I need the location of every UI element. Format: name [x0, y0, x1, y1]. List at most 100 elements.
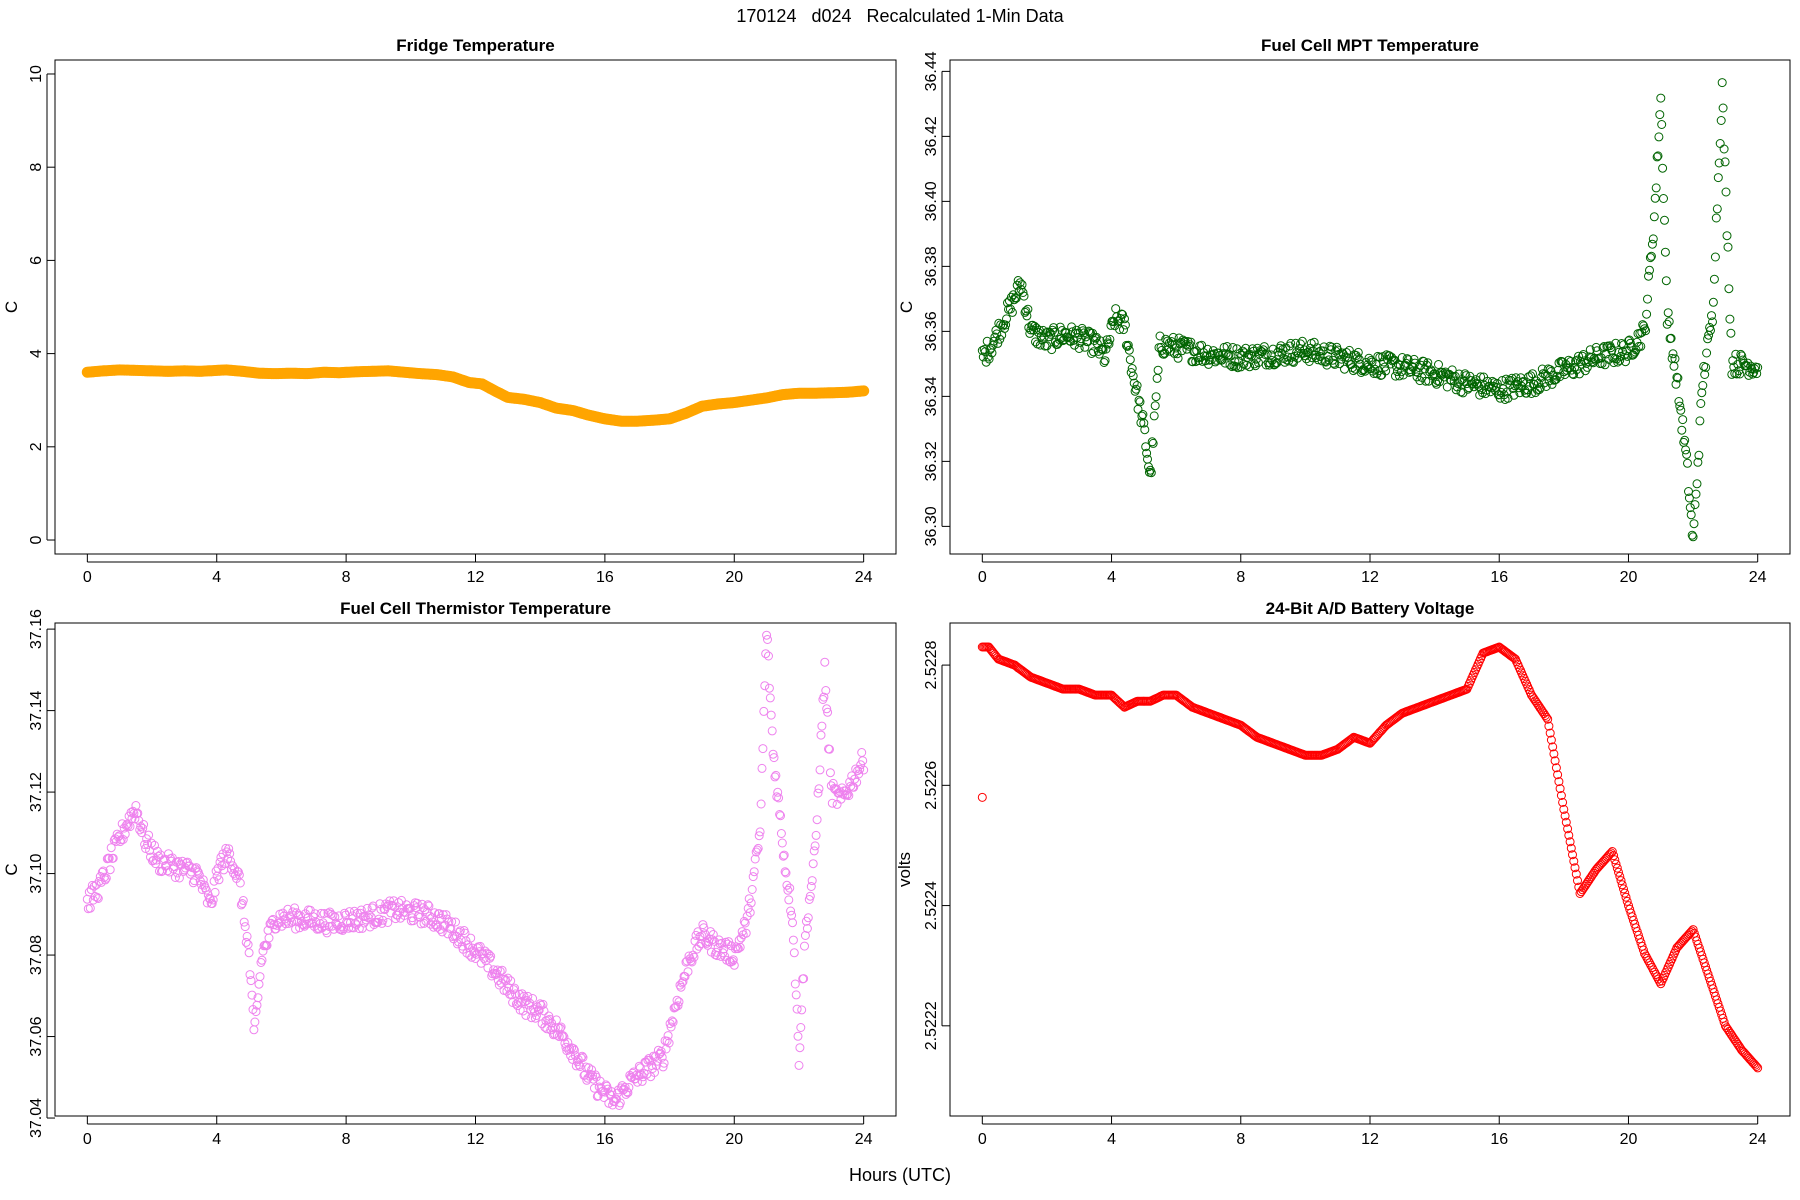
data-point: [174, 873, 184, 883]
y-tick-label: 2.5228: [923, 641, 940, 690]
data-point: [815, 765, 825, 775]
x-tick-label: 16: [1490, 569, 1508, 586]
data-point: [1553, 770, 1563, 780]
data-point: [1541, 382, 1551, 391]
data-point: [1615, 871, 1625, 881]
data-point: [1612, 863, 1622, 873]
data-point: [1118, 310, 1127, 319]
data-point: [746, 898, 756, 908]
data-point: [1550, 756, 1560, 766]
data-point: [1716, 116, 1726, 125]
data-point: [1617, 880, 1627, 890]
data-point: [1105, 334, 1115, 344]
data-point: [1648, 965, 1658, 975]
data-point: [574, 1060, 584, 1070]
data-point: [671, 1002, 681, 1012]
y-tick-label: 37.04: [28, 1098, 45, 1138]
data-point: [254, 979, 264, 989]
data-point: [1545, 728, 1555, 738]
data-point: [1032, 323, 1041, 333]
data-point: [819, 692, 829, 702]
data-point: [1694, 450, 1704, 460]
data-point: [201, 885, 211, 895]
data-point: [1099, 358, 1109, 367]
y-tick-label: 37.16: [28, 609, 45, 649]
data-point: [427, 913, 437, 923]
data-point: [451, 917, 460, 927]
data-point: [1070, 340, 1079, 350]
data-point: [1676, 405, 1686, 415]
y-tick-label: 36.32: [923, 441, 940, 481]
data-point: [1235, 348, 1245, 358]
data-point: [771, 770, 781, 780]
data-point: [1246, 350, 1256, 359]
data-point: [1731, 349, 1741, 359]
data-point: [1218, 349, 1228, 359]
data-point: [1651, 970, 1661, 979]
data-point: [776, 829, 786, 838]
data-point: [1116, 314, 1126, 323]
data-point: [354, 924, 364, 934]
data-point: [1139, 418, 1149, 428]
data-point: [1143, 454, 1152, 464]
figure-title: 170124 d024 Recalculated 1-Min Data: [736, 6, 1064, 26]
data-point: [1675, 401, 1685, 411]
data-point: [1650, 967, 1660, 977]
y-tick-label: 37.06: [28, 1016, 45, 1056]
data-point: [743, 903, 753, 913]
data-point: [138, 824, 148, 833]
data-point: [556, 1022, 566, 1032]
data-point: [147, 838, 156, 848]
data-point: [192, 866, 202, 876]
data-point: [856, 760, 866, 770]
data-point: [1262, 349, 1272, 359]
data-point: [1541, 712, 1551, 722]
data-point: [820, 657, 830, 667]
data-point: [1047, 345, 1057, 355]
data-point: [486, 951, 496, 961]
data-point: [1559, 804, 1569, 814]
data-point: [1131, 384, 1141, 394]
data-point: [739, 916, 749, 926]
data-point: [717, 938, 727, 948]
data-point: [255, 972, 265, 982]
data-point: [115, 837, 125, 847]
data-point: [1138, 410, 1148, 419]
data-point: [810, 841, 820, 851]
data-point: [1650, 193, 1660, 203]
x-tick-label: 12: [1361, 569, 1379, 586]
data-point: [92, 892, 102, 902]
data-point: [1483, 376, 1492, 386]
data-point: [790, 979, 800, 989]
data-point: [748, 872, 758, 882]
data-point: [1678, 415, 1688, 425]
data-point: [443, 929, 453, 939]
data-point: [101, 873, 111, 883]
data-point: [1232, 344, 1242, 354]
data-point: [1708, 317, 1717, 327]
data-point: [578, 1053, 588, 1062]
data-point: [1228, 343, 1238, 352]
data-point: [1370, 364, 1380, 374]
data-point: [785, 883, 795, 893]
data-point: [1421, 376, 1431, 386]
data-point: [1651, 183, 1661, 193]
data-point: [992, 329, 1002, 339]
data-point: [1689, 519, 1699, 529]
panel-3: Fuel Cell Thermistor Temperature C 0 4 8 12 16…: [2, 599, 897, 1148]
data-point: [1577, 351, 1587, 361]
y-tick-label: 2.5222: [923, 1001, 940, 1050]
data-point: [1644, 271, 1653, 281]
data-point: [776, 811, 785, 821]
data-point: [1132, 381, 1142, 390]
data-point: [1236, 362, 1246, 372]
data-point: [759, 706, 769, 716]
data-point: [1168, 332, 1178, 342]
data-point: [773, 787, 783, 797]
data-point: [1566, 843, 1576, 853]
data-point: [1120, 314, 1129, 324]
x-tick-label: 8: [342, 569, 351, 586]
y-tick-label: 0: [28, 535, 45, 544]
data-point: [340, 908, 350, 918]
